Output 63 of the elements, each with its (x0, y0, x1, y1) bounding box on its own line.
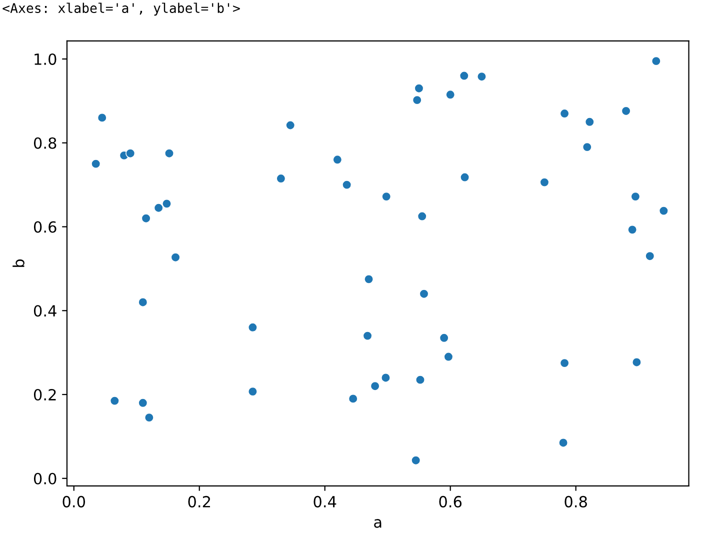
y-tick-label: 0.2 (34, 388, 56, 401)
y-tick-label: 0.0 (34, 472, 56, 484)
y-tick-label: 0.8 (34, 137, 56, 149)
point (248, 322, 258, 332)
point (362, 330, 372, 341)
point (342, 180, 352, 190)
point (144, 412, 154, 422)
point (248, 386, 258, 396)
point (415, 375, 426, 385)
point (460, 172, 470, 182)
point (364, 274, 374, 284)
point (560, 108, 570, 118)
point (138, 297, 148, 308)
point (276, 174, 286, 184)
x-tick-label: 0.0 (62, 496, 86, 508)
point (370, 381, 380, 391)
point (286, 120, 296, 130)
x-tick-label: 0.6 (439, 496, 462, 508)
point (582, 142, 592, 152)
point (540, 177, 550, 188)
point (628, 224, 638, 234)
point (164, 148, 174, 158)
point (444, 352, 454, 362)
point (446, 90, 456, 100)
point (645, 251, 655, 261)
y-tick-label: 0.6 (34, 221, 56, 233)
point (439, 333, 449, 343)
point (621, 106, 631, 116)
point (419, 289, 429, 299)
y-tick-label: 1.0 (34, 53, 56, 66)
point (630, 192, 640, 202)
text: <Axes: xlabel='a', ylabel='b'> (2, 2, 240, 16)
point (584, 117, 594, 127)
point (560, 358, 570, 368)
point (414, 84, 424, 94)
point (110, 396, 120, 406)
point (162, 198, 172, 208)
x-tick-label: 0.2 (188, 496, 210, 508)
point (417, 211, 427, 222)
point (126, 148, 136, 158)
y-tick-label: 0.4 (34, 305, 56, 317)
point (348, 394, 358, 404)
point (170, 252, 180, 262)
point (141, 214, 151, 224)
point (476, 72, 487, 82)
point (412, 95, 422, 105)
point (411, 456, 421, 466)
point (138, 398, 148, 408)
point (91, 159, 101, 169)
point (154, 203, 164, 213)
x-tick-label: 0.4 (314, 496, 336, 508)
point (658, 206, 668, 216)
point (380, 372, 391, 383)
point (459, 70, 469, 81)
x-tick-label: 0.8 (564, 496, 587, 508)
point (97, 112, 107, 123)
x-axis-title: a (374, 519, 382, 528)
point (332, 154, 342, 164)
point (651, 56, 661, 66)
point (558, 438, 568, 448)
point (632, 357, 642, 368)
point (382, 192, 392, 202)
y-axis-title: b (12, 259, 24, 267)
